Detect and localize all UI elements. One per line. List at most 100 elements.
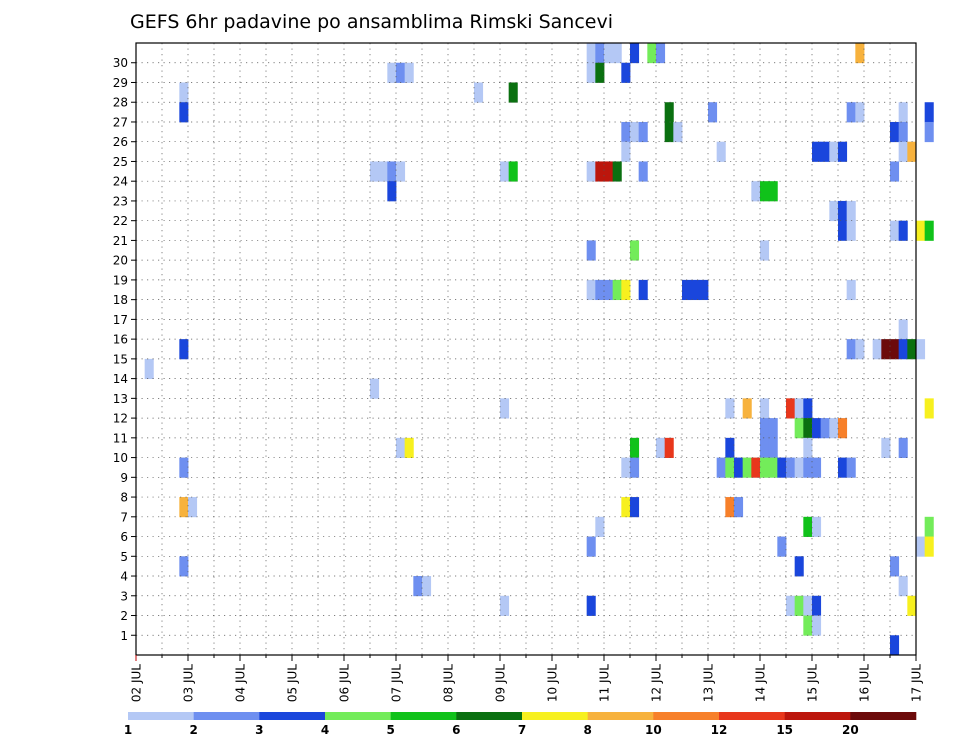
- legend-label: 2: [189, 723, 197, 737]
- heat-cell: [595, 516, 605, 537]
- y-tick-label: 6: [120, 530, 128, 544]
- heat-cell: [595, 161, 605, 182]
- heat-cell: [734, 457, 744, 478]
- heat-cell: [664, 121, 674, 143]
- heat-cell: [422, 576, 432, 597]
- heat-cell: [924, 398, 934, 419]
- heat-cell: [803, 615, 813, 636]
- heat-cell: [656, 43, 666, 64]
- heat-cell: [673, 121, 683, 143]
- heat-cell: [586, 595, 596, 616]
- y-tick-label: 12: [113, 412, 128, 426]
- heat-cell: [586, 279, 596, 301]
- heat-cell: [803, 595, 813, 616]
- heat-cell: [396, 437, 406, 458]
- heat-cell: [690, 279, 700, 301]
- y-tick-label: 4: [120, 570, 128, 584]
- heat-cell: [890, 161, 900, 182]
- heat-cell: [387, 181, 397, 202]
- y-tick-label: 23: [113, 194, 128, 208]
- heat-cell: [898, 102, 908, 123]
- legend-label: 8: [583, 723, 591, 737]
- heat-cell: [656, 437, 666, 458]
- heat-cell: [924, 220, 934, 241]
- heat-cell: [890, 220, 900, 241]
- y-tick-label: 27: [113, 115, 128, 129]
- y-tick-label: 9: [120, 471, 128, 485]
- heat-cell: [794, 457, 804, 478]
- heat-cell: [829, 141, 839, 162]
- heat-cell: [179, 339, 189, 360]
- legend-swatch: [522, 712, 588, 720]
- heat-cell: [924, 102, 934, 123]
- x-tick-label: 15 JUL: [806, 664, 820, 702]
- heat-cell: [682, 279, 692, 301]
- y-tick-label: 18: [113, 293, 128, 307]
- heat-cell: [855, 43, 865, 64]
- heat-cell: [179, 457, 189, 478]
- legend-swatch: [128, 712, 194, 720]
- heat-cell: [188, 497, 198, 518]
- heat-cell: [725, 398, 735, 419]
- heat-cell: [630, 240, 640, 261]
- heat-cell: [872, 339, 882, 360]
- heat-cell: [768, 181, 778, 202]
- heat-cell: [898, 437, 908, 458]
- heat-cell: [630, 121, 640, 143]
- x-tick-label: 03 JUL: [182, 664, 196, 702]
- heat-cell: [586, 43, 596, 64]
- heat-cell: [760, 181, 770, 202]
- heat-cell: [846, 339, 856, 360]
- heat-cell: [890, 635, 900, 656]
- heat-cell: [508, 82, 518, 103]
- heat-cell: [387, 161, 397, 182]
- heat-cell: [786, 398, 796, 419]
- y-tick-label: 22: [113, 214, 128, 228]
- y-tick-label: 1: [120, 629, 128, 643]
- heat-cell: [638, 121, 648, 143]
- heat-cell: [725, 437, 735, 458]
- heat-cell: [396, 62, 406, 83]
- heat-cell: [612, 43, 622, 64]
- x-tick-label: 14 JUL: [754, 664, 768, 702]
- heat-cell: [846, 457, 856, 478]
- heat-cell: [846, 200, 856, 222]
- heat-cell: [751, 457, 761, 478]
- x-tick-label: 04 JUL: [234, 664, 248, 702]
- heat-cell: [898, 121, 908, 143]
- heat-cell: [794, 398, 804, 419]
- y-tick-label: 13: [113, 392, 128, 406]
- heat-cell: [812, 516, 822, 537]
- heat-cell: [898, 220, 908, 241]
- grid-lines: [136, 43, 916, 655]
- heat-cell: [179, 497, 189, 518]
- heat-cell: [370, 378, 380, 399]
- heat-cell: [604, 279, 614, 301]
- heat-cell: [881, 437, 891, 458]
- heat-cell: [812, 141, 822, 162]
- x-tick-label: 02 JUL: [130, 664, 144, 702]
- heat-cell: [924, 121, 934, 143]
- heat-cell: [378, 161, 388, 182]
- heat-cell: [838, 141, 848, 162]
- legend-swatch: [325, 712, 391, 720]
- heat-cell: [786, 595, 796, 616]
- heat-cell: [734, 497, 744, 518]
- heat-cell: [768, 457, 778, 478]
- heat-cell: [621, 141, 631, 162]
- heat-cell: [812, 615, 822, 636]
- heat-cell: [630, 43, 640, 64]
- heat-cell: [794, 595, 804, 616]
- heat-cell: [725, 497, 735, 518]
- heat-cell: [664, 102, 674, 123]
- heat-cell: [890, 339, 900, 360]
- y-tick-label: 26: [113, 135, 128, 149]
- heat-cell: [630, 457, 640, 478]
- heat-cell: [396, 161, 406, 182]
- heat-cell: [812, 418, 822, 439]
- heat-cell: [500, 398, 510, 419]
- heat-cell: [794, 418, 804, 439]
- heat-cell: [803, 437, 813, 458]
- heat-cell: [647, 43, 657, 64]
